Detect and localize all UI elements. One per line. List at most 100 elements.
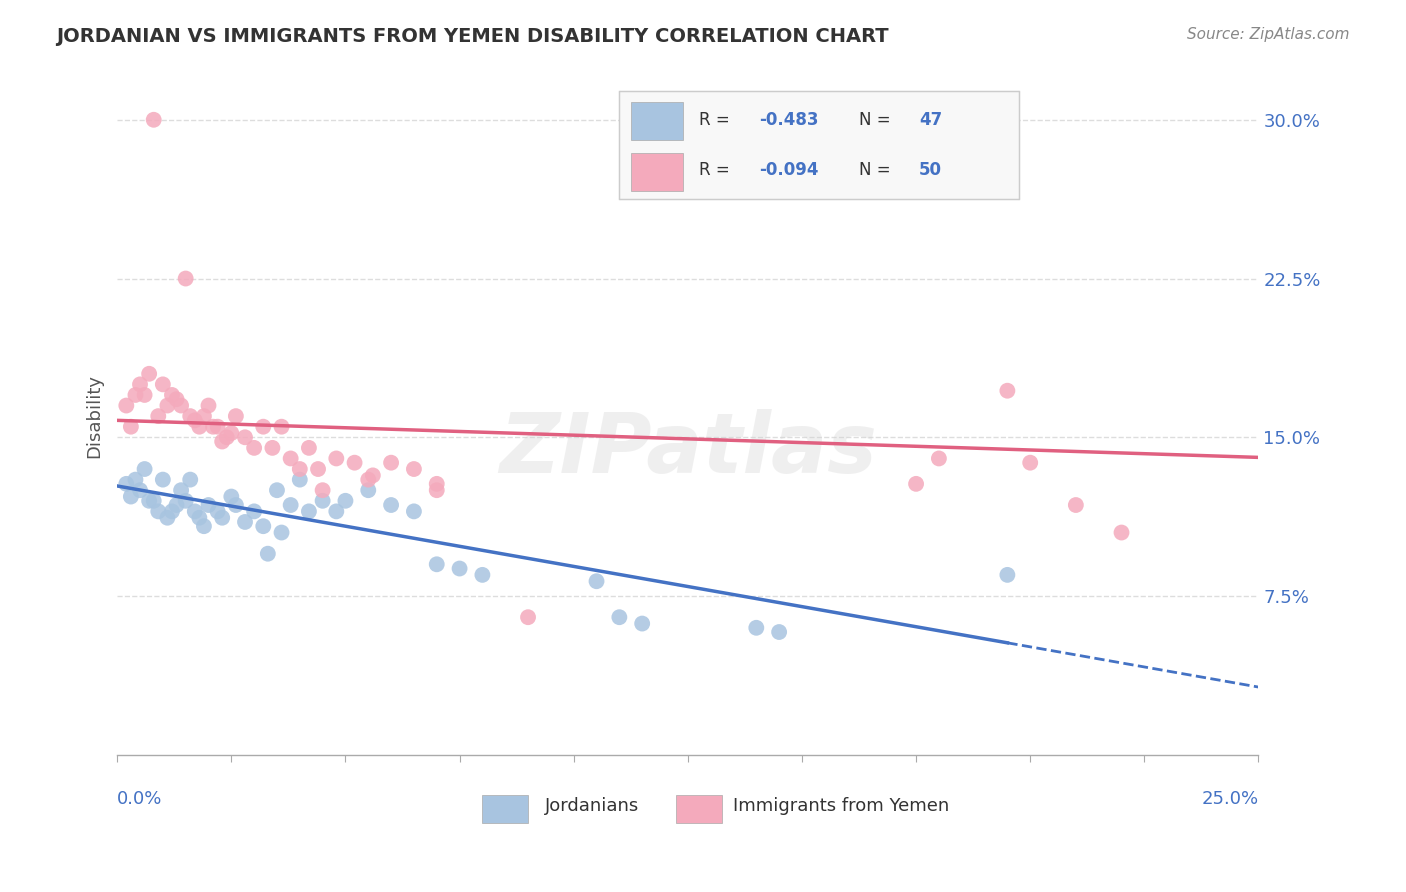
Point xyxy=(225,498,247,512)
Point xyxy=(243,504,266,518)
Point xyxy=(280,451,302,466)
Point xyxy=(905,476,928,491)
Point xyxy=(221,425,243,440)
Point xyxy=(426,483,449,498)
Point xyxy=(152,377,174,392)
Point xyxy=(1019,456,1042,470)
Point xyxy=(311,483,333,498)
Point xyxy=(193,519,215,533)
Text: Immigrants from Yemen: Immigrants from Yemen xyxy=(734,797,949,814)
Point xyxy=(197,498,219,512)
Point xyxy=(184,504,207,518)
Point xyxy=(170,399,193,413)
Point xyxy=(325,504,347,518)
Point xyxy=(995,567,1018,582)
Point xyxy=(402,504,425,518)
Point xyxy=(256,547,278,561)
Point xyxy=(609,610,631,624)
Point xyxy=(174,493,197,508)
Point xyxy=(129,377,152,392)
FancyBboxPatch shape xyxy=(482,796,529,822)
Point xyxy=(298,441,321,455)
Point xyxy=(156,510,179,524)
Point xyxy=(1064,498,1087,512)
Point xyxy=(142,112,165,127)
Point xyxy=(266,483,288,498)
Point xyxy=(631,616,654,631)
Point xyxy=(120,490,142,504)
Point xyxy=(288,473,311,487)
Point xyxy=(197,399,219,413)
Point xyxy=(471,567,494,582)
Point xyxy=(115,399,138,413)
Point xyxy=(517,610,540,624)
Point xyxy=(225,409,247,423)
Point xyxy=(211,434,233,449)
Point xyxy=(148,504,170,518)
Point xyxy=(311,493,333,508)
Point xyxy=(270,419,292,434)
Point xyxy=(215,430,238,444)
Point xyxy=(325,451,347,466)
Point xyxy=(280,498,302,512)
Point xyxy=(148,409,170,423)
Point xyxy=(288,462,311,476)
Point xyxy=(357,473,380,487)
Point xyxy=(233,515,256,529)
Point xyxy=(134,388,156,402)
Point xyxy=(1111,525,1133,540)
Point xyxy=(211,510,233,524)
Point xyxy=(179,473,201,487)
Point xyxy=(252,519,274,533)
Point xyxy=(120,419,142,434)
Point xyxy=(380,456,402,470)
Point xyxy=(160,388,183,402)
Point xyxy=(270,525,292,540)
Text: Source: ZipAtlas.com: Source: ZipAtlas.com xyxy=(1187,27,1350,42)
Point xyxy=(402,462,425,476)
Point xyxy=(115,476,138,491)
Point xyxy=(134,462,156,476)
Point xyxy=(142,493,165,508)
Point xyxy=(426,558,449,572)
Point xyxy=(380,498,402,512)
Point xyxy=(307,462,329,476)
Point xyxy=(928,451,950,466)
Point xyxy=(188,419,211,434)
Point xyxy=(585,574,607,589)
Point xyxy=(207,504,229,518)
Point xyxy=(995,384,1018,398)
Point xyxy=(343,456,366,470)
Point xyxy=(298,504,321,518)
Point xyxy=(138,367,160,381)
Point xyxy=(124,473,146,487)
Point xyxy=(745,621,768,635)
Point xyxy=(202,419,225,434)
Text: JORDANIAN VS IMMIGRANTS FROM YEMEN DISABILITY CORRELATION CHART: JORDANIAN VS IMMIGRANTS FROM YEMEN DISAB… xyxy=(56,27,889,45)
Point xyxy=(335,493,357,508)
Point xyxy=(156,399,179,413)
Point xyxy=(138,493,160,508)
Text: Jordanians: Jordanians xyxy=(546,797,640,814)
FancyBboxPatch shape xyxy=(676,796,723,822)
Point xyxy=(152,473,174,487)
Point xyxy=(129,483,152,498)
Point xyxy=(252,419,274,434)
Point xyxy=(166,392,188,407)
Point xyxy=(243,441,266,455)
Point xyxy=(357,483,380,498)
Point xyxy=(426,476,449,491)
Point xyxy=(768,625,790,640)
Point xyxy=(233,430,256,444)
Point xyxy=(170,483,193,498)
Point xyxy=(262,441,284,455)
Point xyxy=(361,468,384,483)
Text: 25.0%: 25.0% xyxy=(1201,789,1258,807)
Y-axis label: Disability: Disability xyxy=(86,374,103,458)
Text: ZIPatlas: ZIPatlas xyxy=(499,409,877,491)
Point xyxy=(188,510,211,524)
Text: 0.0%: 0.0% xyxy=(117,789,163,807)
Point xyxy=(184,413,207,427)
Point xyxy=(193,409,215,423)
Point xyxy=(124,388,146,402)
